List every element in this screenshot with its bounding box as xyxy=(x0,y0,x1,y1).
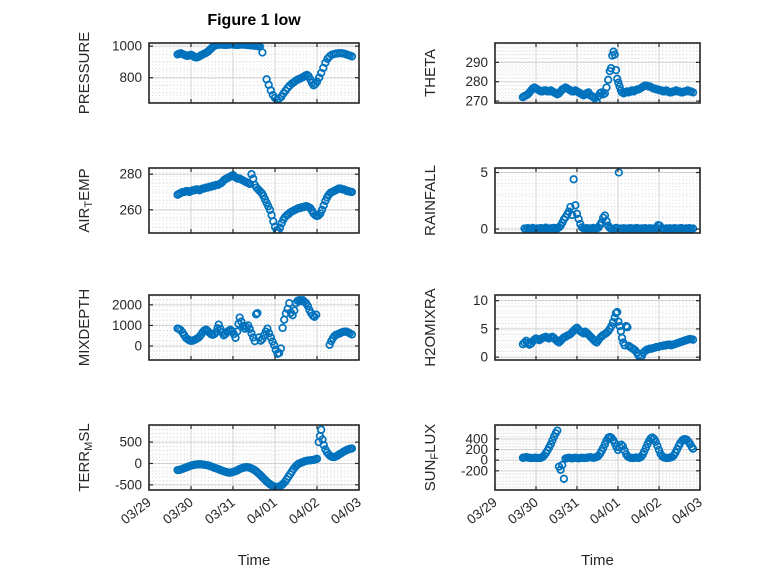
scatter-points xyxy=(518,426,698,483)
scatter-points xyxy=(518,307,698,360)
minor-grid xyxy=(496,296,699,359)
major-grid xyxy=(495,295,700,360)
figure-title: Figure 1 low xyxy=(207,12,301,29)
y-axis-label-theta: THETA xyxy=(422,49,439,97)
subplot-pressure: 800 1000 PRESSURE xyxy=(76,32,360,115)
y-tick-label: 0 xyxy=(480,453,488,468)
x-tick-label: 03/30 xyxy=(160,495,196,528)
y-axis-label-rainfall: RAINFALL xyxy=(422,165,439,236)
scatter-points xyxy=(173,425,357,490)
scatter-points xyxy=(518,47,698,103)
tick-marks xyxy=(494,168,701,233)
y-tick-label: 2000 xyxy=(112,297,142,312)
x-tick-label: 04/03 xyxy=(669,495,705,528)
tick-marks xyxy=(494,425,701,490)
y-tick-label: 800 xyxy=(119,70,142,85)
x-axis-label-left: Time xyxy=(237,552,271,569)
tick-marks xyxy=(148,43,360,103)
y-tick-label: 280 xyxy=(465,74,488,89)
y-tick-label: 0 xyxy=(480,350,488,365)
major-grid xyxy=(149,425,359,490)
y-tick-label: 270 xyxy=(465,94,488,109)
subplot-rainfall: 0 5 RAINFALL xyxy=(422,165,701,237)
subplot-h2omixra: 0 5 10 H2OMIXRA xyxy=(422,288,701,367)
x-tick-label: 03/29 xyxy=(118,495,154,528)
x-tick-label: 03/31 xyxy=(546,495,582,528)
tick-marks xyxy=(148,168,360,233)
subplot-theta: 270 280 290 THETA xyxy=(422,42,701,109)
scatter-points xyxy=(173,170,357,233)
tick-marks xyxy=(148,295,360,360)
y-axis-label-pressure: PRESSURE xyxy=(76,32,93,115)
x-tick-label: 04/01 xyxy=(587,495,623,528)
y-tick-label: 280 xyxy=(119,167,142,182)
x-tick-label: 04/03 xyxy=(328,495,364,528)
y-tick-label: 0 xyxy=(480,222,488,237)
x-tick-label: 03/29 xyxy=(464,495,500,528)
tick-marks xyxy=(494,295,701,360)
x-tick-label: 03/31 xyxy=(202,495,238,528)
minor-grid xyxy=(150,169,358,232)
y-axis-label-airtemp: AIRTEMP xyxy=(76,168,95,232)
minor-grid xyxy=(150,44,358,102)
x-tick-label: 03/30 xyxy=(505,495,541,528)
subplot-airtemp: 260 280 AIRTEMP xyxy=(76,167,360,234)
y-tick-label: 10 xyxy=(473,293,488,308)
subplot-mixdepth: 0 1000 2000 MIXDEPTH xyxy=(76,289,360,367)
x-axis-label-right: Time xyxy=(581,552,614,569)
y-tick-label: 0 xyxy=(134,456,142,471)
y-axis-label-terrmsl: TERRMSL xyxy=(76,423,95,491)
minor-grid xyxy=(496,169,699,232)
y-tick-label: -200 xyxy=(461,463,488,478)
x-tick-label: 04/02 xyxy=(628,495,664,528)
x-tick-label: 04/01 xyxy=(244,495,280,528)
y-tick-label: 1000 xyxy=(112,39,142,54)
y-tick-label: -500 xyxy=(115,477,142,492)
scatter-points xyxy=(173,295,357,358)
y-tick-label: 290 xyxy=(465,55,488,70)
y-tick-label: 260 xyxy=(119,202,142,217)
subplot-terrmsl: -500 0 500 03/29 03/30 03/31 04/01 04/02 04/03 TE… xyxy=(76,423,364,527)
y-axis-label-h2omixra: H2OMIXRA xyxy=(422,288,439,366)
y-axis-label-mixdepth: MIXDEPTH xyxy=(76,289,93,367)
tick-marks xyxy=(494,43,701,103)
y-tick-label: 200 xyxy=(465,442,488,457)
y-tick-label: 1000 xyxy=(112,318,142,333)
y-tick-label: 500 xyxy=(119,435,142,450)
tick-marks xyxy=(148,425,360,490)
y-tick-label: 5 xyxy=(480,321,488,336)
x-tick-label: 04/02 xyxy=(286,495,322,528)
y-axis-label-sunflux: SUNFLUX xyxy=(422,424,441,492)
y-tick-label: 400 xyxy=(465,431,488,446)
y-tick-label: 0 xyxy=(134,339,142,354)
scatter-points xyxy=(173,43,357,103)
y-tick-label: 5 xyxy=(480,165,488,180)
